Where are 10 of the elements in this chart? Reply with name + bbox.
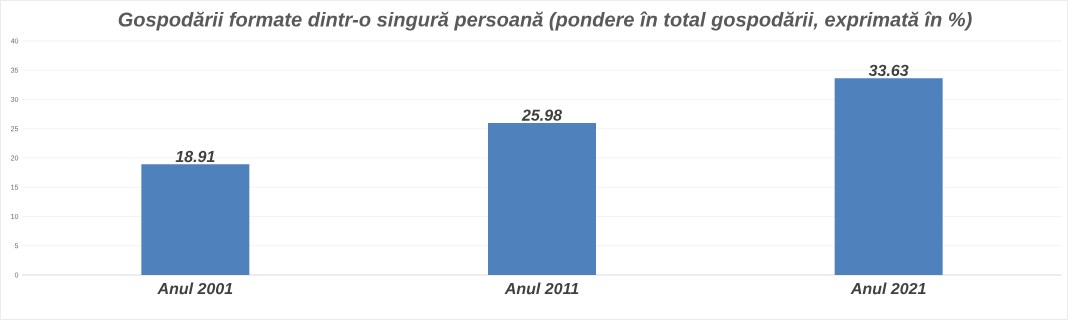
chart-title: Gospodării formate dintr-o singură persoană (pondere în total gospodării, exprimată în %): [118, 11, 972, 31]
data-label: 25.98: [521, 109, 562, 121]
x-tick-label: Anul 2001: [157, 282, 233, 295]
bar: [488, 123, 596, 275]
x-tick-label: Anul 2021: [850, 282, 926, 295]
data-label: 18.91: [175, 150, 215, 163]
x-tick-label: Anul 2011: [504, 282, 579, 295]
data-label: 33.63: [868, 64, 909, 77]
bar: [141, 164, 250, 275]
bar: [834, 78, 943, 275]
